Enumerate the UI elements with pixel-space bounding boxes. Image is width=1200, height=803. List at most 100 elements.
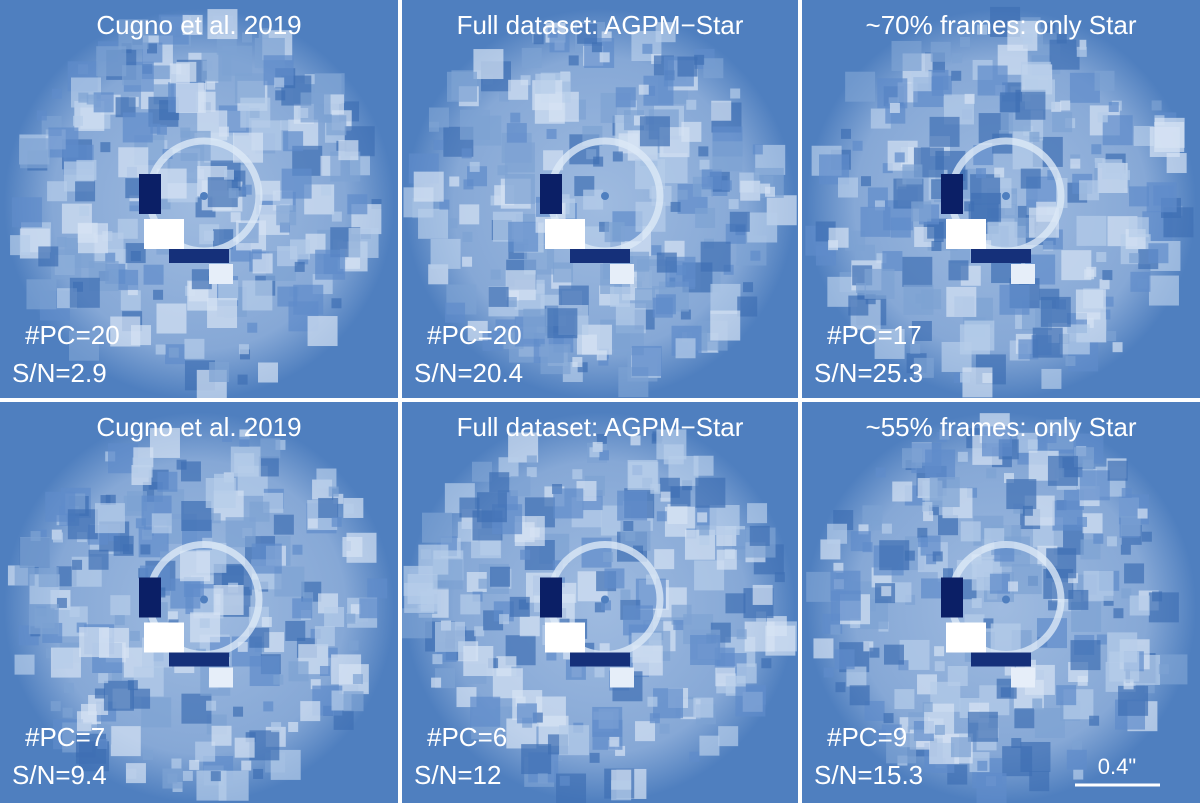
texture-pixel [750,250,761,261]
texture-pixel [890,217,911,238]
texture-pixel [883,644,904,665]
texture-pixel [1148,592,1179,623]
texture-pixel [463,179,474,190]
texture-pixel [617,490,648,521]
texture-pixel [36,110,47,121]
texture-pixel [1144,683,1155,694]
texture-pixel [418,544,449,575]
image-panel: ~70% frames: only Star #PC=17 S/N=25.3 [802,0,1200,399]
texture-pixel [307,518,318,529]
texture-pixel [48,127,79,158]
texture-pixel [105,494,116,505]
texture-pixel [596,433,607,444]
scale-bar-label: 0.4" [1098,754,1136,779]
texture-pixel [88,549,109,570]
texture-pixel [1146,182,1177,213]
texture-pixel [599,52,610,63]
texture-pixel [431,677,442,688]
texture-pixel [894,152,905,163]
texture-pixel [10,235,31,256]
texture-pixel [911,201,932,222]
texture-pixel [460,594,481,615]
texture-pixel [210,513,221,524]
texture-pixel [171,758,182,769]
texture-pixel [710,310,741,341]
texture-pixel [1137,508,1148,519]
texture-pixel [241,760,252,771]
sn-label: S/N=15.3 [814,760,923,790]
texture-pixel [207,9,238,40]
texture-pixel [367,578,388,599]
texture-pixel [589,447,600,458]
texture-pixel [195,741,216,762]
texture-pixel [934,724,945,735]
texture-pixel [904,550,915,561]
texture-pixel [695,207,716,228]
texture-pixel [260,180,281,201]
image-panel: ~55% frames: only Star #PC=9 S/N=15.3 [802,402,1200,803]
texture-pixel [761,658,772,669]
texture-pixel [156,124,167,135]
texture-pixel [1020,741,1051,772]
texture-pixel [142,749,153,760]
texture-pixel [225,517,256,548]
texture-pixel [646,574,657,585]
texture-pixel [86,94,97,105]
texture-pixel [277,286,298,307]
image-panel: Full dataset: AGPM−Star #PC=6 S/N=12 [402,402,798,803]
texture-pixel [1029,771,1050,792]
texture-pixel [504,173,535,204]
texture-pixel [677,56,698,77]
texture-pixel [52,532,63,543]
texture-pixel [871,520,882,531]
texture-pixel [1094,158,1105,169]
texture-pixel [953,372,964,383]
texture-pixel [902,164,923,185]
texture-pixel [118,147,149,178]
texture-pixel [654,549,675,570]
texture-pixel [972,557,993,578]
texture-pixel [957,451,968,462]
texture-pixel [1060,100,1071,111]
texture-pixel [610,286,631,307]
texture-pixel [293,284,324,315]
texture-pixel [510,112,521,123]
texture-pixel [462,231,473,242]
texture-pixel [612,151,623,162]
texture-pixel [230,212,241,223]
texture-pixel [1047,455,1078,486]
texture-pixel [170,578,201,609]
texture-pixel [1130,271,1151,292]
texture-pixel [184,338,205,359]
texture-pixel [526,455,537,466]
texture-pixel [928,505,939,516]
texture-pixel [1099,279,1110,290]
texture-pixel [594,667,605,678]
pc-label: #PC=9 [827,722,907,752]
texture-pixel [205,477,236,508]
texture-pixel [699,535,710,546]
texture-pixel [931,75,952,96]
bright-blob [545,219,585,249]
texture-pixel [474,626,485,637]
texture-pixel [568,55,579,66]
sn-label: S/N=25.3 [814,358,923,388]
texture-pixel [430,238,461,269]
texture-pixel [93,92,114,113]
texture-pixel [697,512,708,523]
texture-pixel [56,236,67,247]
pc-label: #PC=20 [25,320,120,350]
texture-pixel [680,309,691,320]
texture-pixel [292,598,313,619]
texture-pixel [911,71,932,92]
texture-pixel [345,613,356,624]
texture-pixel [1017,432,1038,453]
texture-pixel [123,495,144,516]
texture-pixel [1004,473,1015,484]
texture-pixel [56,597,67,608]
texture-pixel [911,320,932,341]
texture-pixel [960,36,971,47]
texture-pixel [922,501,933,512]
texture-pixel [519,616,540,637]
texture-pixel [604,568,625,589]
